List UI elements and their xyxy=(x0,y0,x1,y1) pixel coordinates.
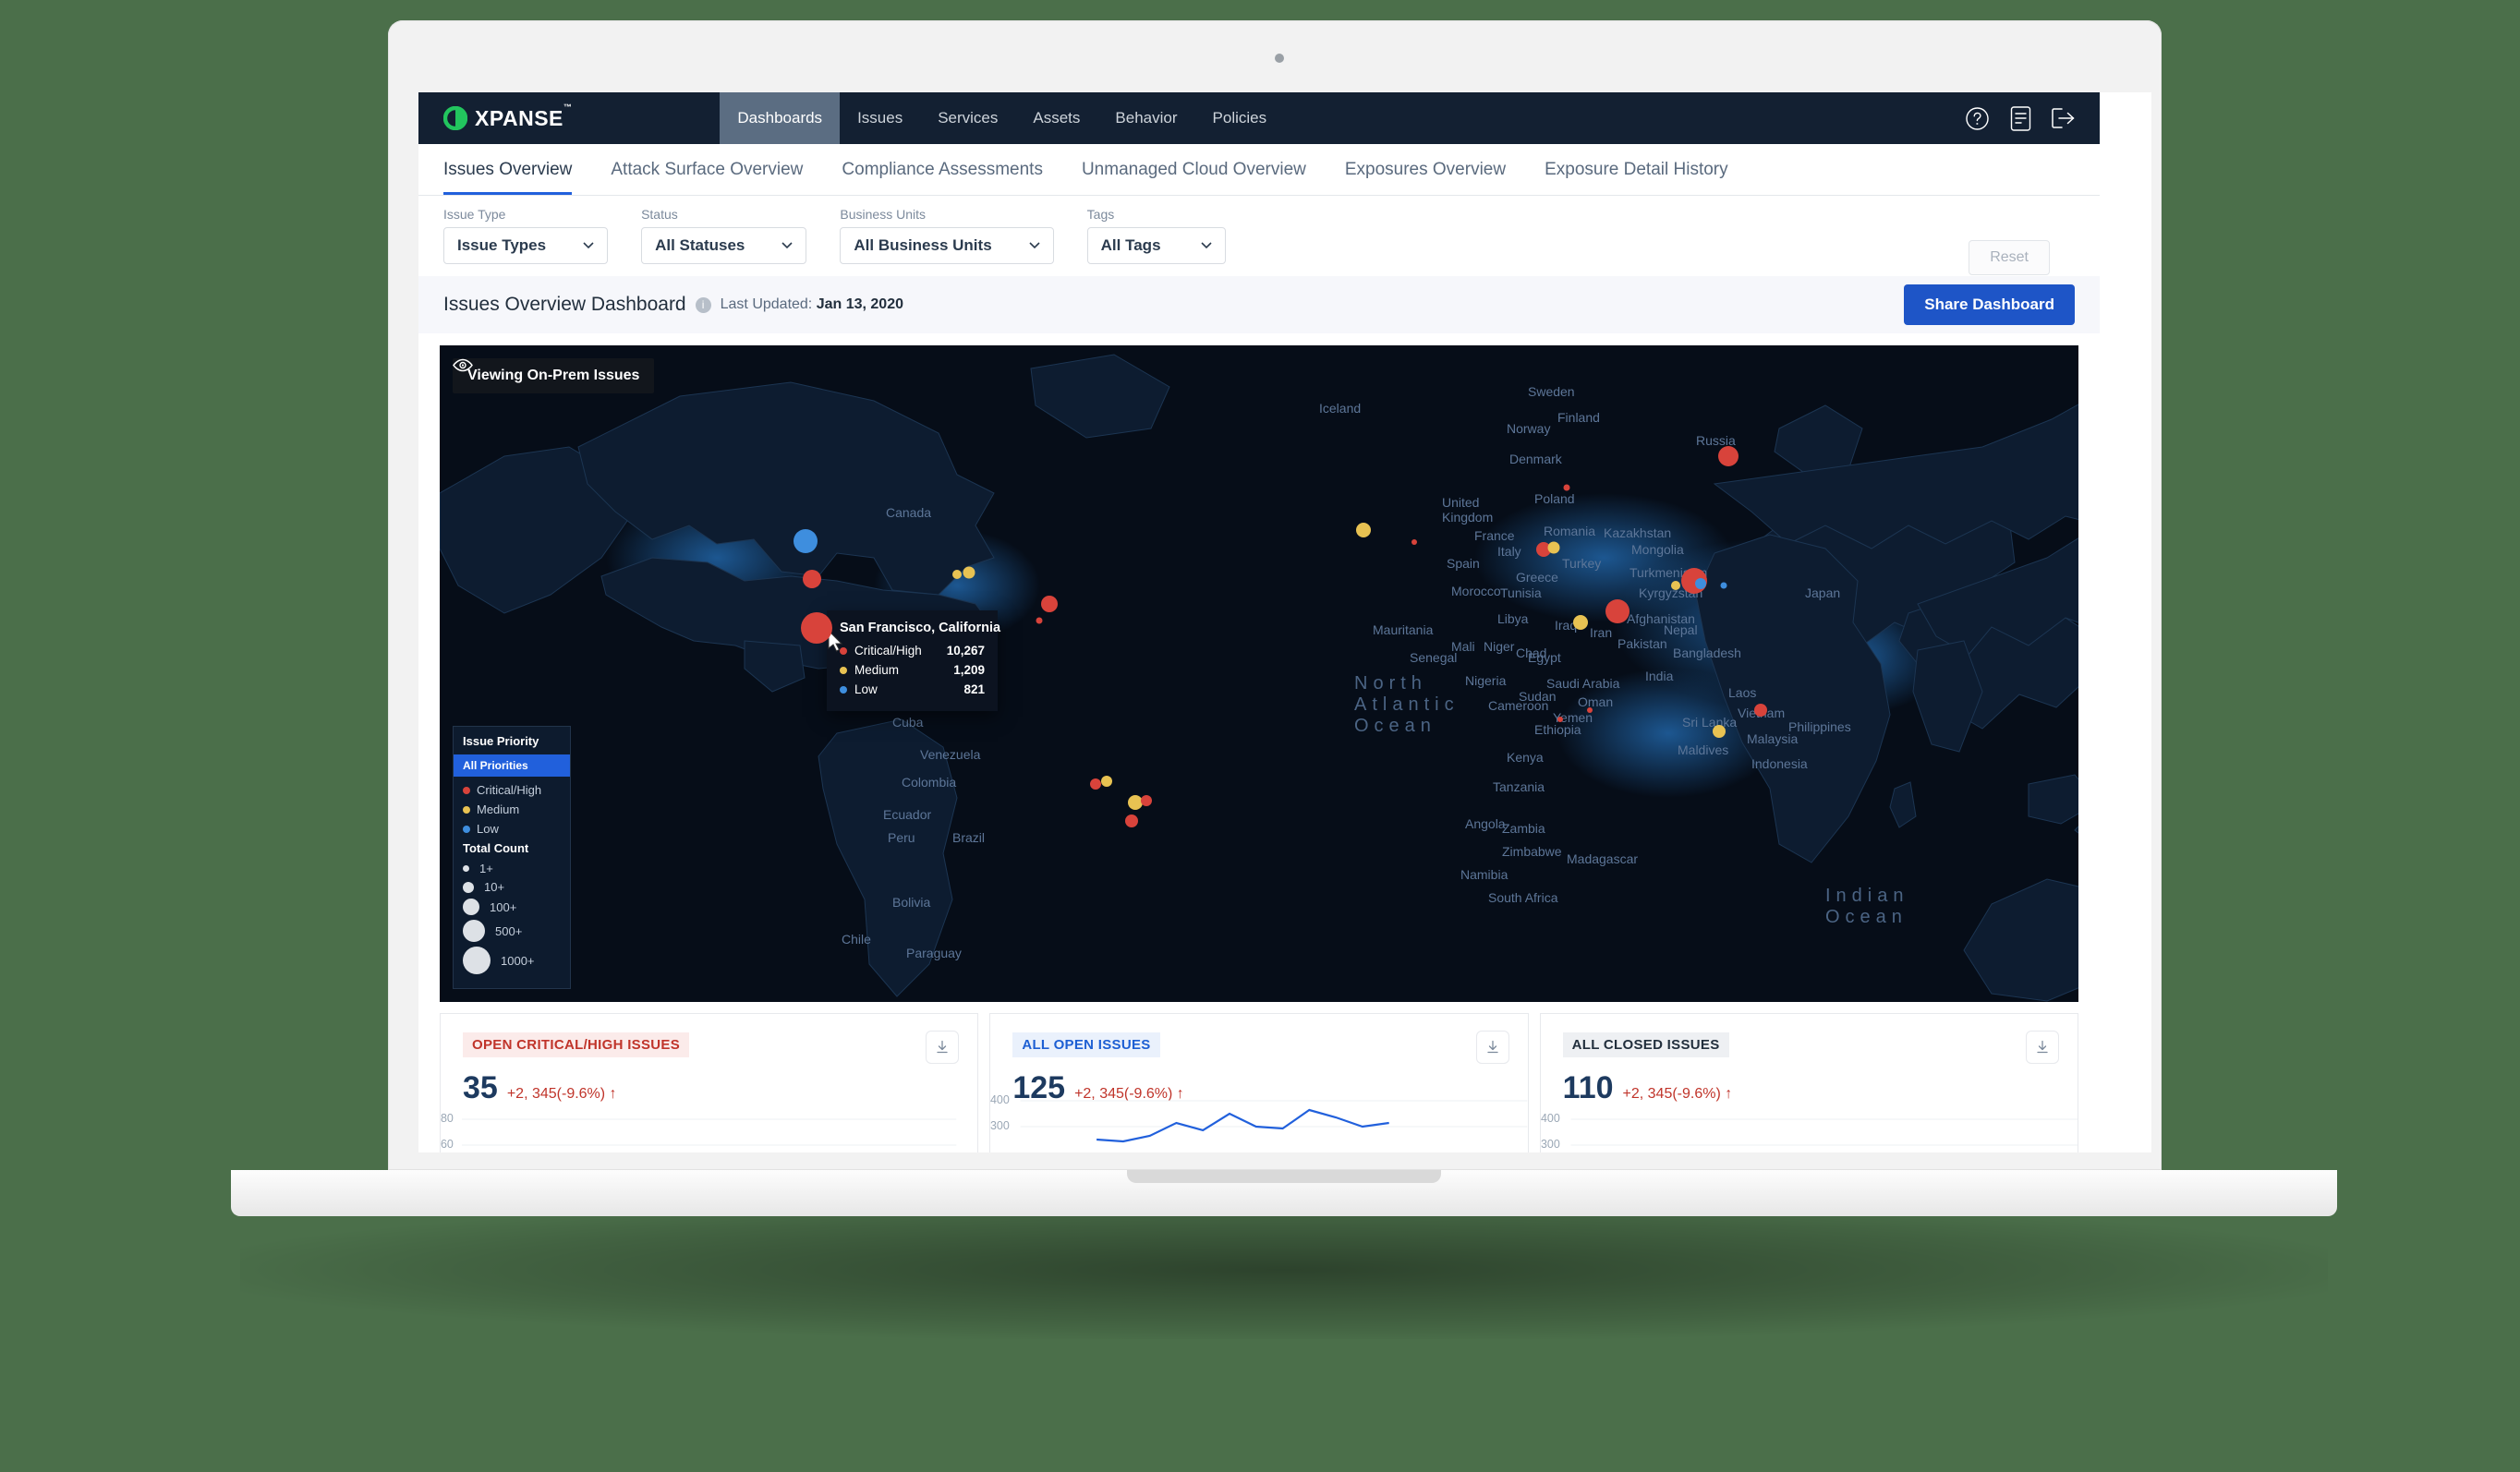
svg-text:300: 300 xyxy=(1541,1137,1560,1151)
svg-text:60: 60 xyxy=(441,1137,454,1151)
svg-text:400: 400 xyxy=(1541,1111,1560,1125)
svg-text:400: 400 xyxy=(990,1092,1010,1106)
svg-text:300: 300 xyxy=(990,1118,1010,1132)
svg-text:80: 80 xyxy=(441,1111,454,1125)
